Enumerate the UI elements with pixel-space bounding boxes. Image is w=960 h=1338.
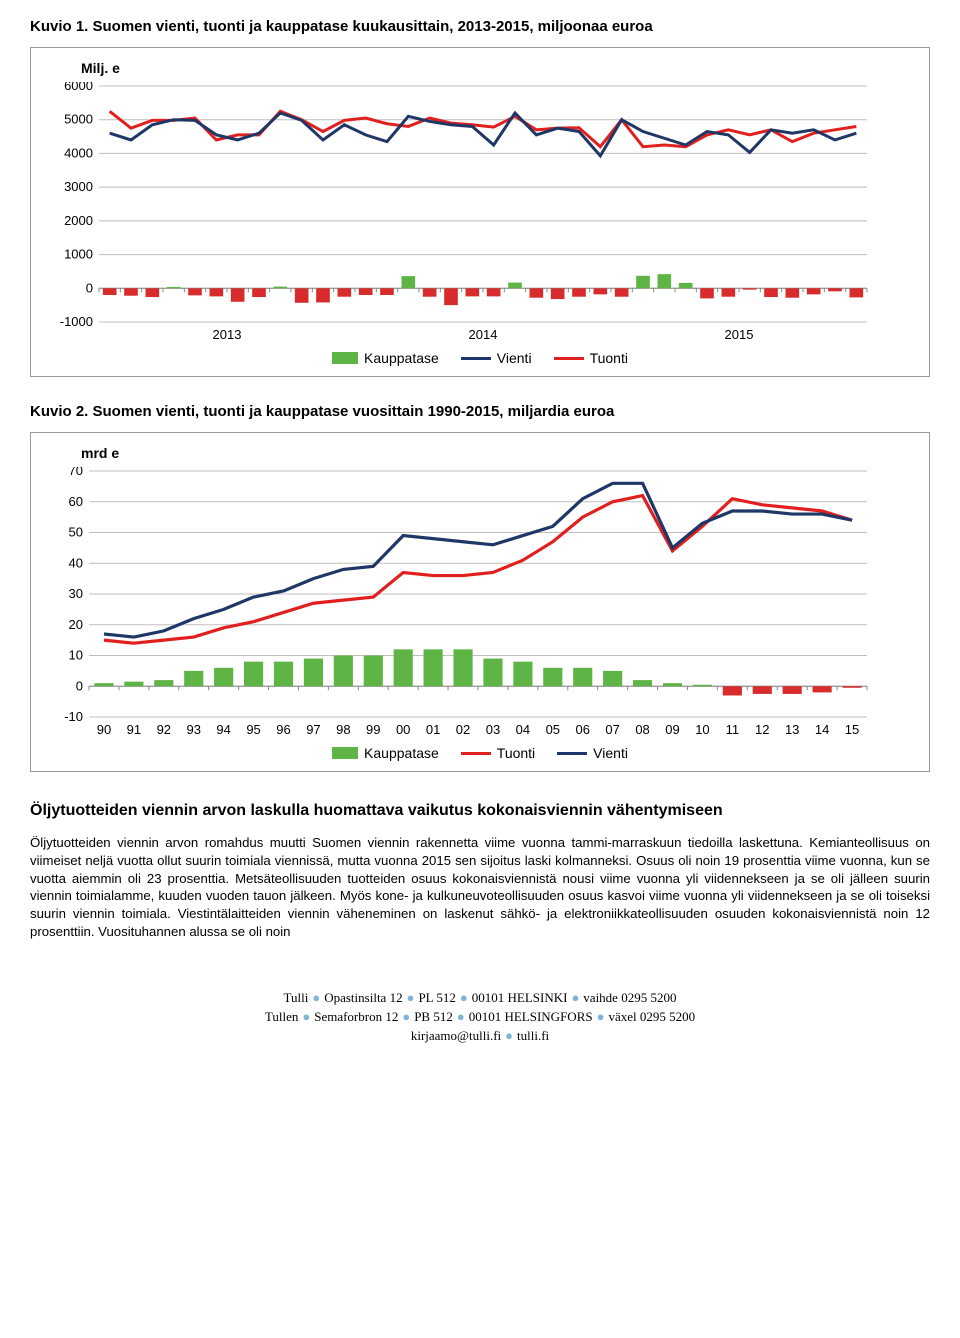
section-heading: Öljytuotteiden viennin arvon laskulla hu… (30, 802, 930, 820)
chart1-container: Milj. e -1000 0 1000 2000 3000 4000 5000 6000 20… (30, 47, 930, 377)
svg-text:13: 13 (785, 722, 799, 737)
svg-text:10: 10 (695, 722, 709, 737)
svg-text:6000: 6000 (64, 82, 93, 93)
legend-kauppatase: Kauppatase (332, 350, 439, 366)
svg-text:05: 05 (546, 722, 560, 737)
svg-text:93: 93 (186, 722, 200, 737)
svg-text:70: 70 (69, 467, 83, 478)
svg-text:11: 11 (726, 722, 740, 737)
svg-text:99: 99 (366, 722, 380, 737)
section-body: Öljytuotteiden viennin arvon romahdus mu… (30, 834, 930, 941)
svg-text:09: 09 (665, 722, 679, 737)
svg-text:97: 97 (306, 722, 320, 737)
footer-line3: kirjaamo@tulli.fi●tulli.fi (30, 1027, 930, 1046)
svg-text:04: 04 (516, 722, 530, 737)
svg-text:60: 60 (69, 494, 83, 509)
svg-text:12: 12 (755, 722, 769, 737)
svg-text:01: 01 (426, 722, 440, 737)
svg-text:03: 03 (486, 722, 500, 737)
svg-text:0: 0 (86, 280, 93, 295)
svg-text:0: 0 (76, 678, 83, 693)
legend-vienti: Vienti (461, 350, 532, 366)
legend-label: Kauppatase (364, 745, 439, 761)
svg-text:40: 40 (69, 555, 83, 570)
page-footer: Tulli●Opastinsilta 12●PL 512●00101 HELSI… (30, 989, 930, 1046)
footer-line2: Tullen●Semaforbron 12●PB 512●00101 HELSI… (30, 1008, 930, 1027)
chart1-y-axis-label: Milj. e (81, 60, 907, 76)
chart2-title: Kuvio 2. Suomen vienti, tuonti ja kauppa… (30, 403, 930, 420)
legend-label: Kauppatase (364, 350, 439, 366)
svg-text:20: 20 (69, 617, 83, 632)
svg-text:92: 92 (157, 722, 171, 737)
svg-text:14: 14 (815, 722, 829, 737)
legend-kauppatase: Kauppatase (332, 745, 439, 761)
legend-vienti: Vienti (557, 745, 628, 761)
svg-text:50: 50 (69, 525, 83, 540)
svg-text:2014: 2014 (469, 327, 498, 342)
footer-line1: Tulli●Opastinsilta 12●PL 512●00101 HELSI… (30, 989, 930, 1008)
legend-label: Vienti (593, 745, 628, 761)
chart2-container: mrd e -100102030405060709091929394959697… (30, 432, 930, 772)
svg-text:07: 07 (605, 722, 619, 737)
legend-label: Tuonti (590, 350, 628, 366)
svg-text:90: 90 (97, 722, 111, 737)
svg-text:06: 06 (575, 722, 589, 737)
svg-text:5000: 5000 (64, 112, 93, 127)
svg-text:1000: 1000 (64, 247, 93, 262)
svg-text:10: 10 (69, 648, 83, 663)
svg-text:-10: -10 (64, 709, 83, 724)
chart1-legend: Kauppatase Vienti Tuonti (53, 350, 907, 366)
svg-text:91: 91 (127, 722, 141, 737)
legend-tuonti: Tuonti (461, 745, 535, 761)
chart2-plot: -100102030405060709091929394959697989900… (53, 467, 907, 737)
svg-text:3000: 3000 (64, 179, 93, 194)
svg-text:96: 96 (276, 722, 290, 737)
legend-tuonti: Tuonti (554, 350, 628, 366)
chart1-plot: -1000 0 1000 2000 3000 4000 5000 6000 2013 2014 20… (53, 82, 907, 342)
svg-text:-1000: -1000 (60, 314, 93, 329)
svg-text:94: 94 (216, 722, 230, 737)
svg-text:02: 02 (456, 722, 470, 737)
svg-text:95: 95 (246, 722, 260, 737)
chart1-title: Kuvio 1. Suomen vienti, tuonti ja kauppa… (30, 18, 930, 35)
svg-text:30: 30 (69, 586, 83, 601)
legend-label: Tuonti (497, 745, 535, 761)
svg-text:98: 98 (336, 722, 350, 737)
svg-text:4000: 4000 (64, 145, 93, 160)
svg-text:15: 15 (845, 722, 859, 737)
svg-text:2015: 2015 (725, 327, 754, 342)
svg-text:08: 08 (635, 722, 649, 737)
svg-text:2013: 2013 (213, 327, 242, 342)
svg-text:00: 00 (396, 722, 410, 737)
svg-text:2000: 2000 (64, 213, 93, 228)
chart2-legend: Kauppatase Tuonti Vienti (53, 745, 907, 761)
legend-label: Vienti (497, 350, 532, 366)
chart2-y-axis-label: mrd e (81, 445, 907, 461)
